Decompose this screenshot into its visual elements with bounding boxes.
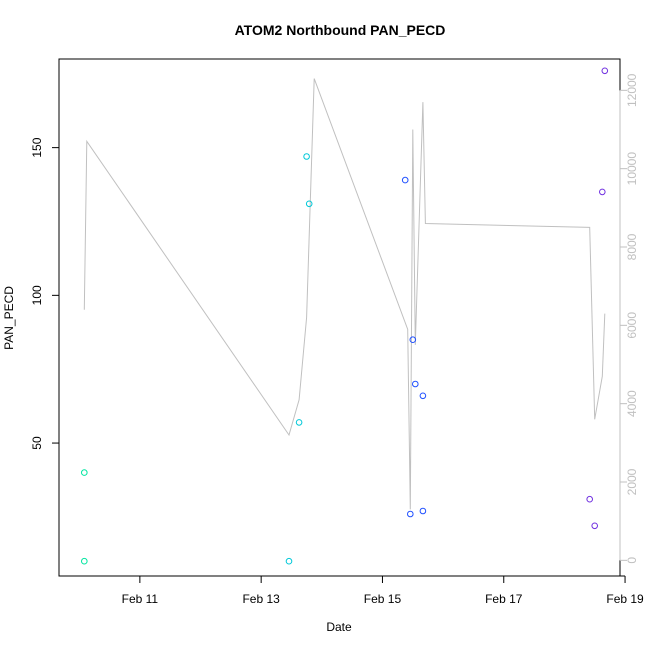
y2-series-line (83, 78, 606, 510)
x-axis-label: Date (326, 620, 352, 634)
x-axis: Feb 11 Feb 13 Feb 15 Feb 17 Feb 19 (122, 575, 644, 606)
y-tick-label: 150 (30, 137, 44, 157)
data-point (419, 392, 427, 400)
data-point (409, 336, 417, 344)
y-tick-label: 50 (30, 436, 44, 450)
y-tick-label: 100 (30, 285, 44, 305)
data-point (601, 67, 609, 75)
data-point (591, 522, 599, 530)
data-point (401, 176, 409, 184)
plot-frame (58, 58, 621, 577)
data-point (81, 557, 88, 565)
data-point (295, 419, 303, 426)
chart-title: ATOM2 Northbound PAN_PECD (235, 22, 446, 38)
data-point (599, 188, 606, 196)
data-point (303, 153, 310, 160)
data-point (419, 507, 427, 515)
x-tick-label: Feb 15 (364, 592, 402, 606)
y-axis-right: 0 2000 4000 6000 8000 10000 12000 (619, 73, 639, 564)
data-point (285, 557, 293, 565)
data-point (586, 495, 594, 503)
y2-tick-label: 6000 (625, 312, 639, 339)
data-point (412, 380, 419, 388)
x-tick-label: Feb 19 (606, 592, 644, 606)
y-axis-label: PAN_PECD (2, 286, 16, 350)
y2-tick-label: 2000 (625, 468, 639, 495)
x-tick-label: Feb 13 (242, 592, 280, 606)
y2-tick-label: 12000 (625, 73, 639, 107)
data-point (305, 200, 313, 208)
x-tick-label: Feb 17 (485, 592, 523, 606)
y2-line-layer (83, 78, 606, 510)
points-layer (81, 67, 609, 565)
data-point (407, 510, 414, 518)
x-tick-label: Feb 11 (122, 592, 159, 606)
y2-tick-label: 8000 (625, 233, 639, 260)
data-point (81, 469, 88, 476)
y2-tick-label: 10000 (625, 152, 639, 186)
y2-tick-label: 0 (625, 557, 639, 564)
y-axis-left: 50 100 150 (30, 137, 60, 450)
y2-tick-label: 4000 (625, 390, 639, 417)
